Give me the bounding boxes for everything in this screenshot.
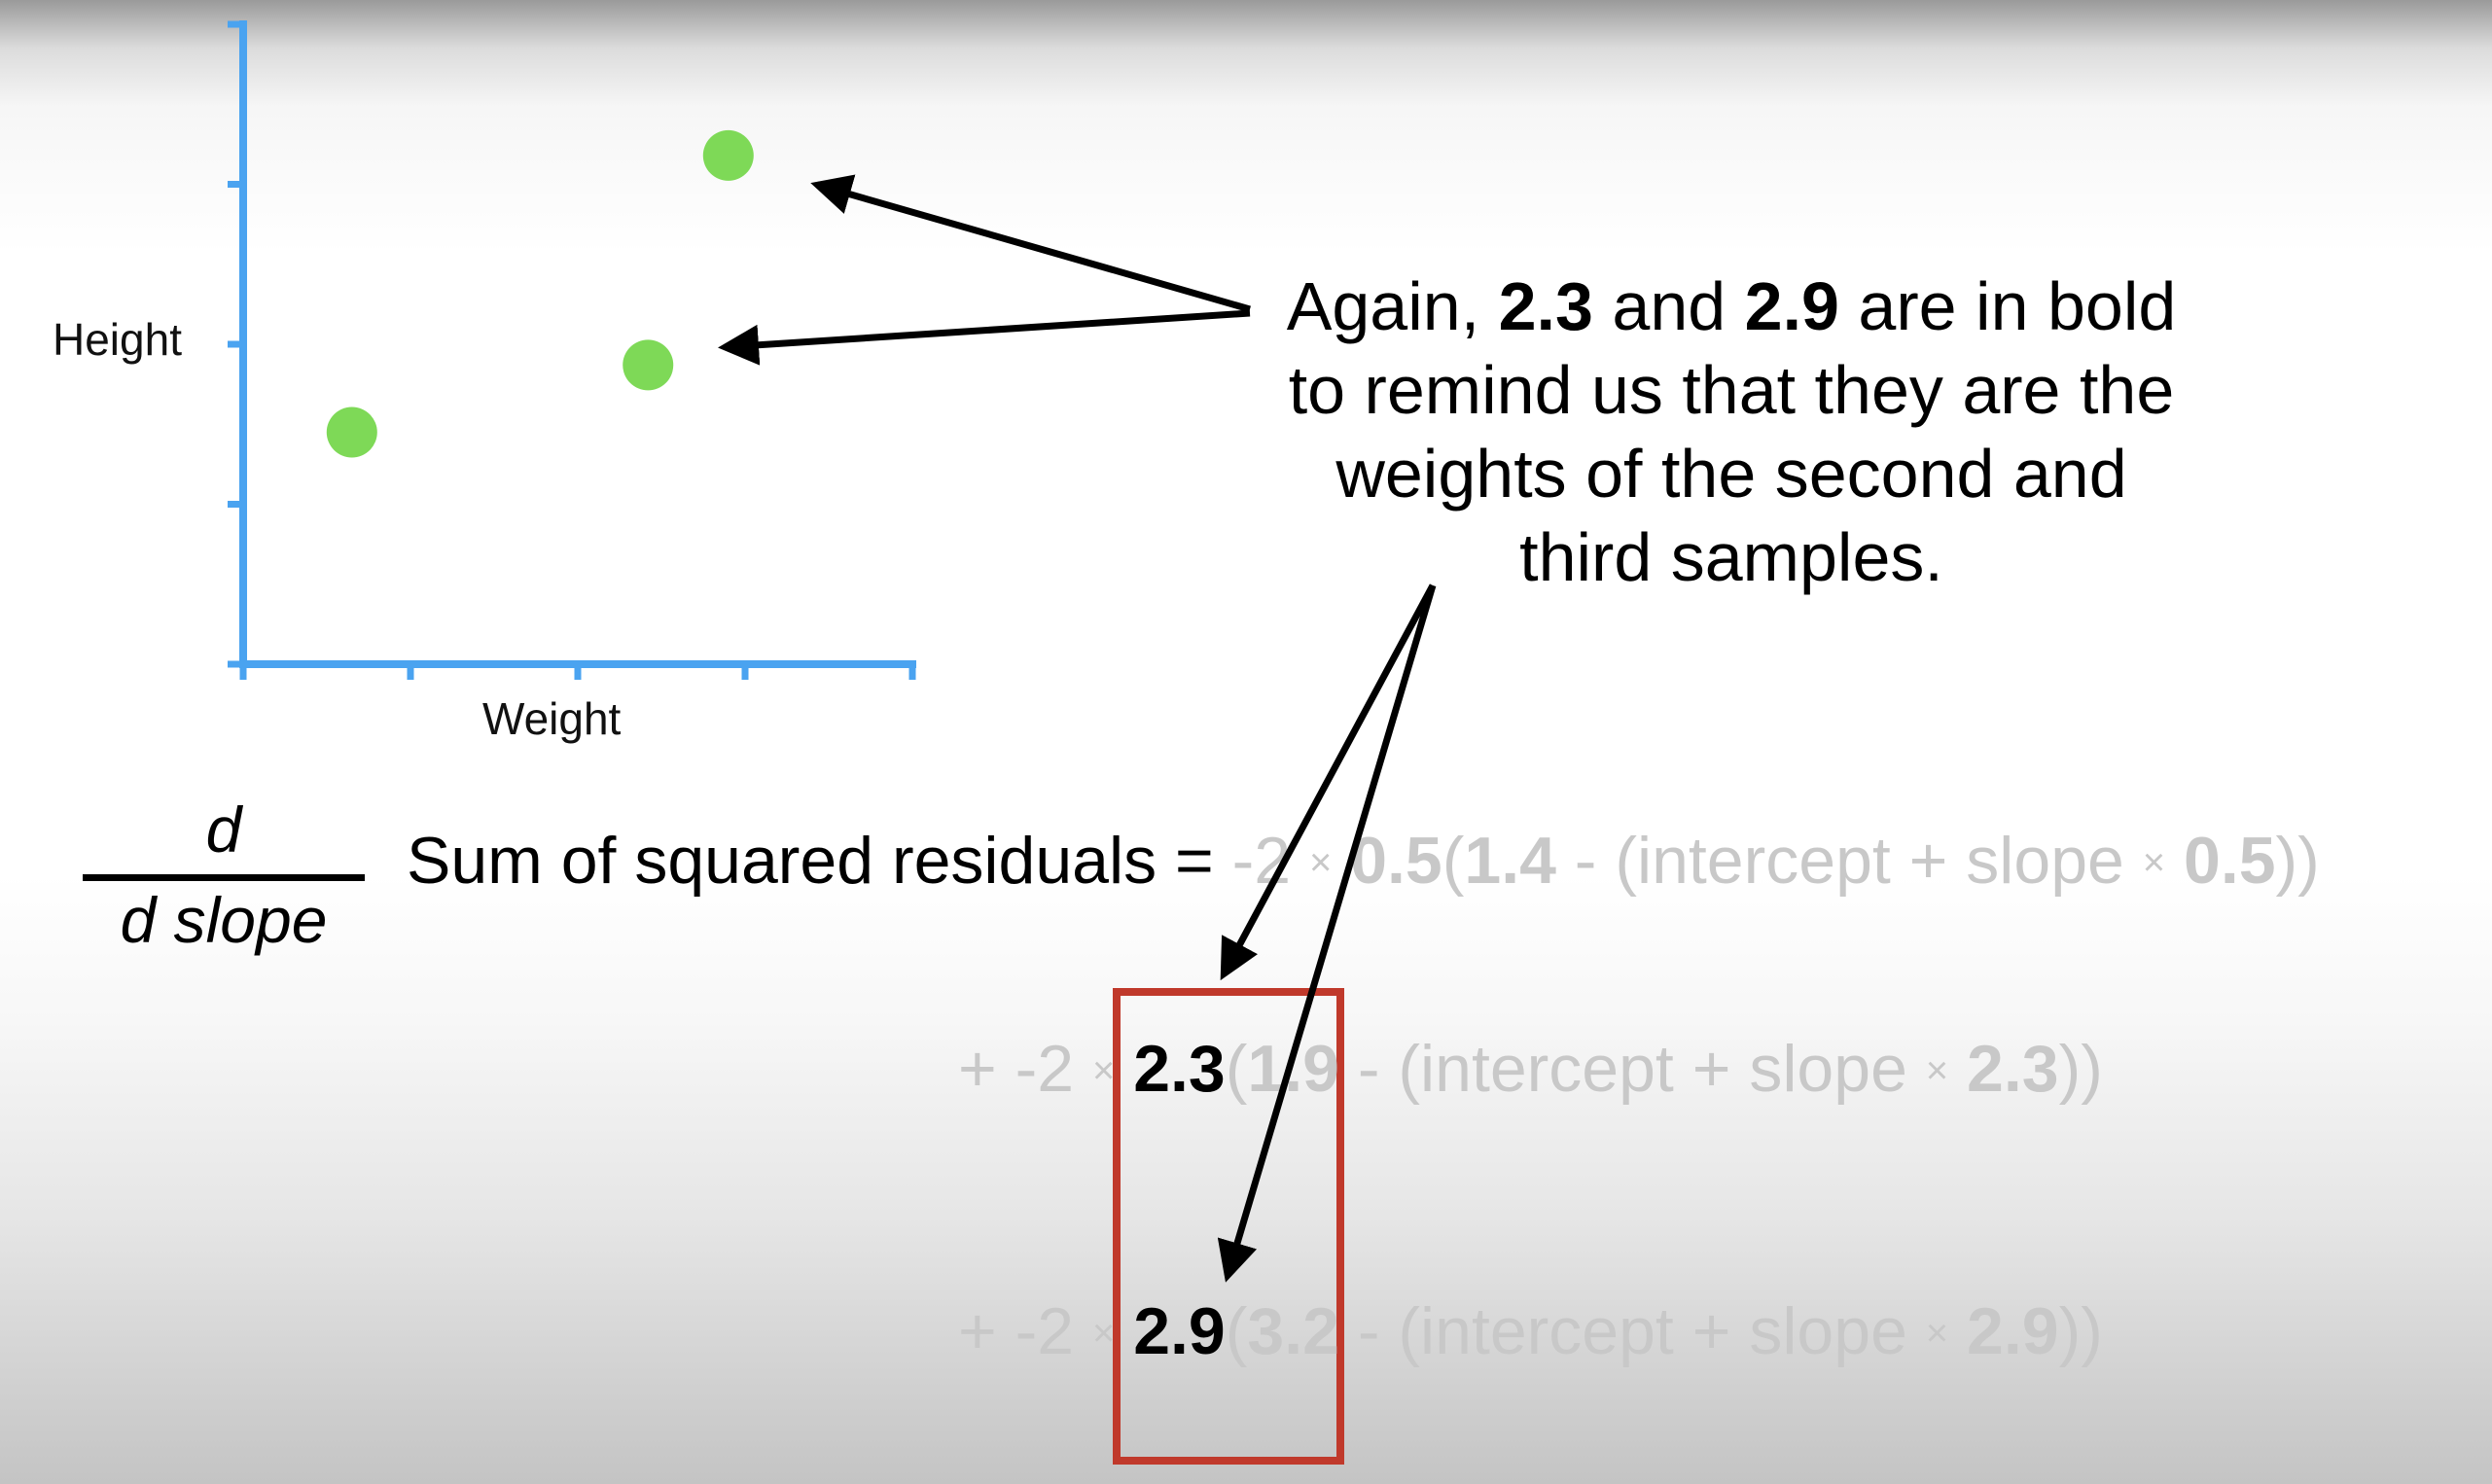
data-point-1: [326, 406, 377, 458]
callout-line-4: third samples.: [1519, 519, 1943, 595]
x-axis-label: Weight: [482, 693, 622, 744]
equation-row-1: Sum of squared residuals = -2 × 0.5(1.4 …: [407, 824, 2320, 898]
callout-line-1: Again, 2.3 and 2.9 are in bold: [1286, 268, 2177, 344]
callout-bold-1: 2.3: [1498, 268, 1593, 344]
derivative-fraction: d d slope: [83, 793, 365, 957]
data-point-3: [702, 129, 754, 181]
chart-points: [326, 129, 754, 458]
callout-bold-2: 2.9: [1744, 268, 1839, 344]
data-point-2: [623, 339, 674, 391]
equation-row-2: + -2 × 2.3(1.9 - (intercept + slope × 2.…: [958, 1032, 2103, 1106]
equation-lhs: Sum of squared residuals =: [407, 824, 1214, 898]
callout-line-2: to remind us that they are the: [1288, 352, 2175, 428]
callout-text: Again, 2.3 and 2.9 are in bold to remind…: [1206, 265, 2257, 599]
y-axis-label: Height: [53, 314, 182, 365]
highlighted-weight-2-3: 2.3: [1115, 1032, 1226, 1106]
fraction-bar: [83, 874, 365, 881]
fraction-numerator: d: [205, 794, 242, 866]
equation-row-3: + -2 × 2.9(3.2 - (intercept + slope × 2.…: [958, 1294, 2103, 1368]
highlighted-weight-2-9: 2.9: [1115, 1294, 1226, 1368]
chart-axes: [228, 20, 916, 680]
callout-line-3: weights of the second and: [1335, 436, 2127, 512]
fraction-denominator: d slope: [120, 884, 328, 956]
